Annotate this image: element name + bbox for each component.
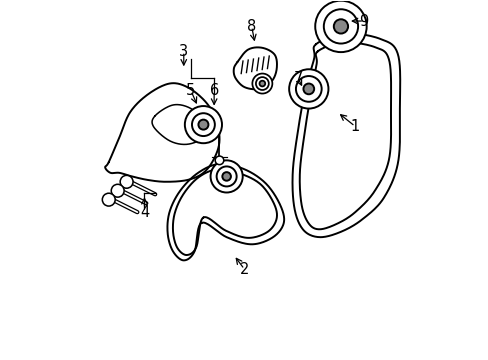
Circle shape — [184, 106, 222, 143]
Circle shape — [303, 84, 313, 94]
Circle shape — [198, 120, 208, 130]
Circle shape — [252, 73, 272, 94]
Circle shape — [215, 156, 224, 165]
Text: 6: 6 — [209, 83, 218, 98]
Circle shape — [259, 81, 264, 86]
Text: 5: 5 — [186, 83, 195, 98]
Text: 7: 7 — [293, 71, 302, 86]
Circle shape — [210, 160, 242, 193]
Text: 9: 9 — [359, 14, 368, 28]
Text: 3: 3 — [179, 44, 188, 59]
Circle shape — [288, 69, 328, 109]
Text: 8: 8 — [246, 19, 256, 34]
Text: 4: 4 — [140, 204, 149, 220]
Circle shape — [222, 172, 230, 181]
Circle shape — [323, 9, 357, 44]
Circle shape — [192, 113, 214, 136]
Circle shape — [120, 175, 133, 188]
Circle shape — [102, 193, 115, 206]
Circle shape — [216, 166, 236, 186]
Circle shape — [315, 1, 366, 52]
Text: 2: 2 — [239, 262, 249, 277]
Circle shape — [255, 77, 268, 90]
Circle shape — [111, 184, 124, 197]
Circle shape — [333, 19, 347, 33]
Circle shape — [295, 76, 321, 102]
Text: 1: 1 — [350, 119, 359, 134]
